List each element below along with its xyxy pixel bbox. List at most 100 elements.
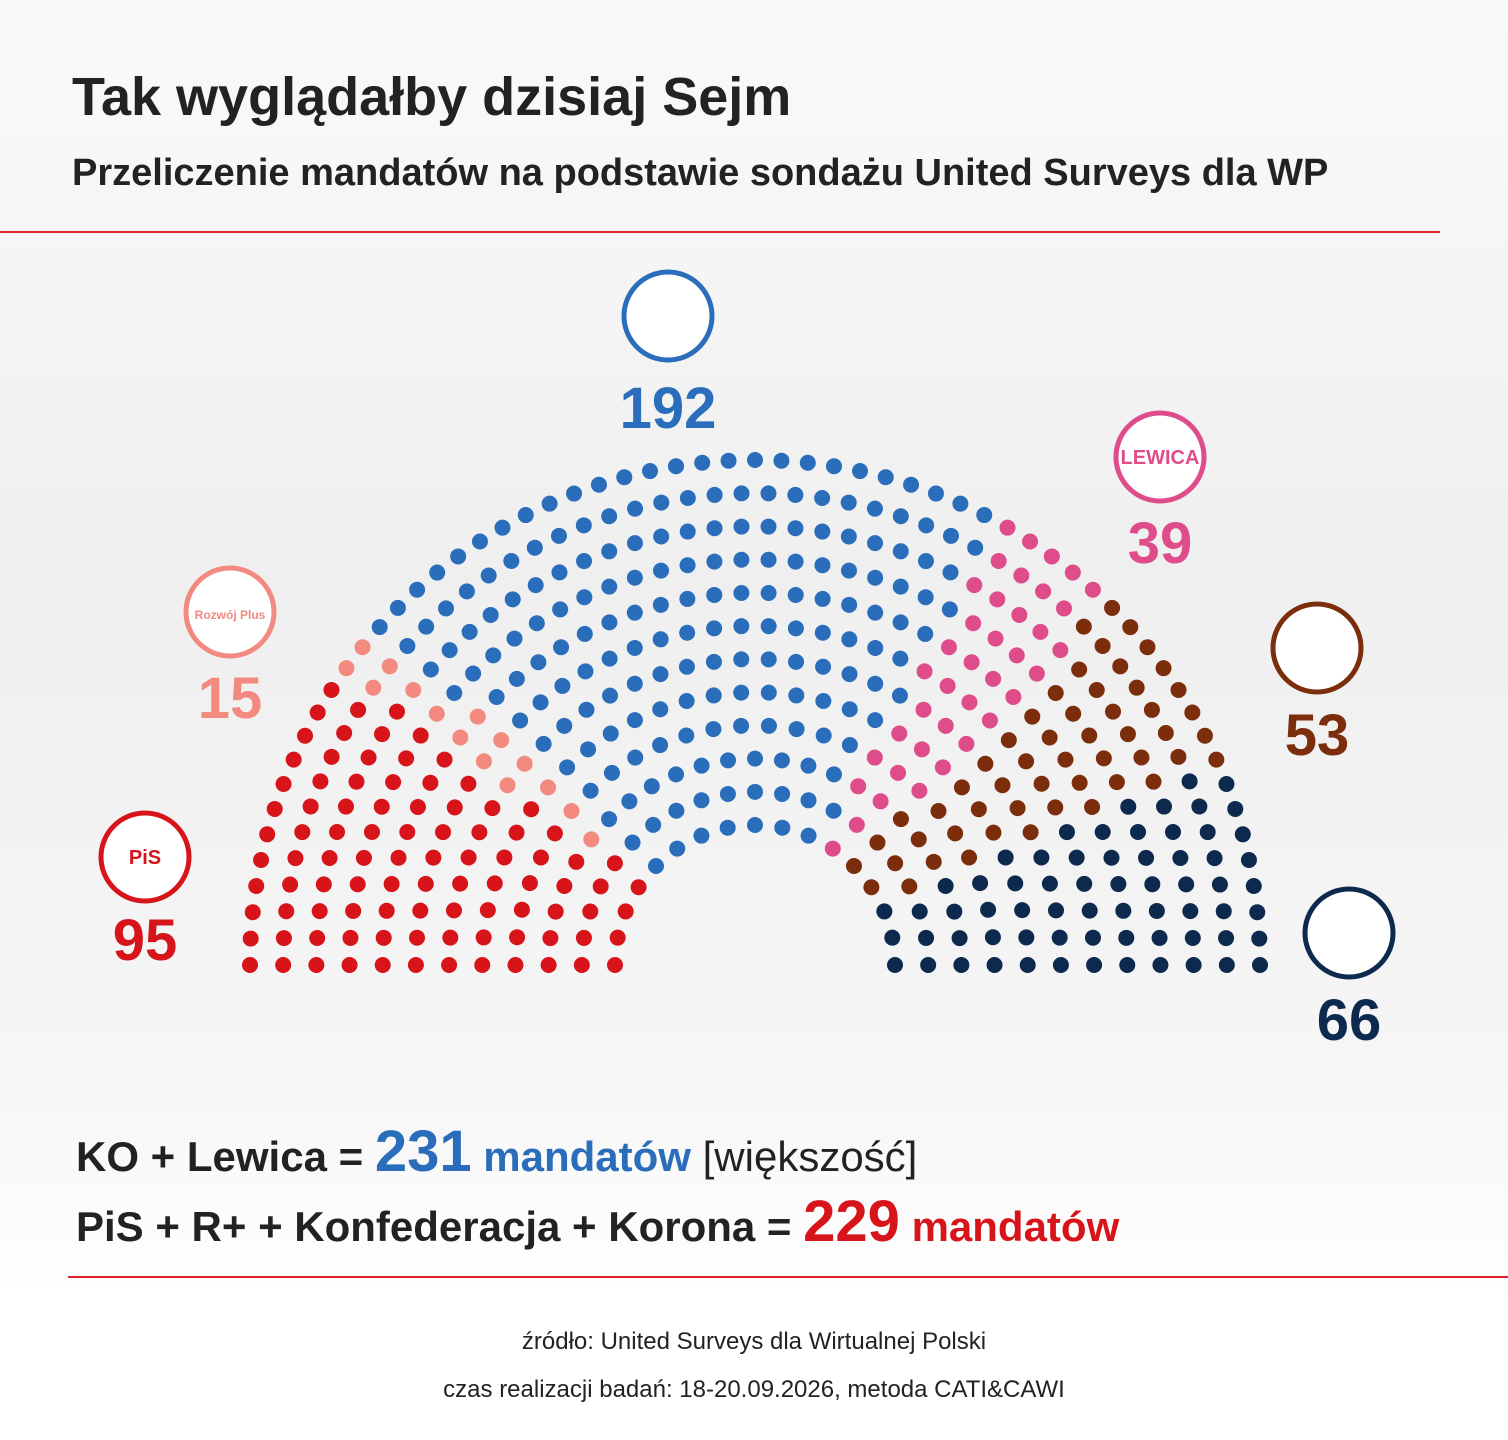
seat [648, 858, 665, 875]
seat [383, 876, 400, 893]
seat [1076, 875, 1093, 892]
seat [446, 685, 463, 702]
subtitle: Przeliczenie mandatów na podstawie sonda… [72, 152, 1329, 194]
seat [733, 551, 750, 568]
seat [1191, 798, 1208, 815]
seat [841, 596, 858, 613]
seat [911, 782, 928, 799]
seat [582, 903, 599, 920]
seat [887, 855, 904, 872]
seat [1119, 726, 1136, 743]
method: czas realizacji badań: 18-20.09.2026, me… [443, 1376, 1065, 1403]
seat [1155, 660, 1172, 677]
seat [840, 528, 857, 545]
seat [994, 777, 1011, 794]
seat [1022, 824, 1039, 841]
seat [1215, 903, 1232, 920]
seat [719, 785, 736, 802]
seat [616, 469, 633, 486]
seat [1184, 704, 1201, 721]
seat [425, 849, 442, 866]
seat [841, 631, 858, 648]
seat [429, 564, 446, 581]
seat [788, 653, 805, 670]
seat [1110, 876, 1127, 893]
seat [374, 957, 391, 973]
seat [532, 849, 549, 866]
seat [626, 712, 643, 729]
seat [940, 639, 957, 656]
seat [471, 533, 488, 550]
seat [409, 581, 426, 598]
seat-count: 39 [1128, 511, 1193, 576]
seat [1052, 642, 1069, 659]
seat [652, 701, 669, 718]
seat [733, 584, 750, 601]
seat [1071, 774, 1088, 791]
seat [814, 557, 831, 574]
seat [452, 729, 469, 746]
seat [643, 778, 660, 795]
seat [378, 902, 395, 919]
seat [1170, 748, 1187, 765]
seat [720, 752, 737, 769]
seat [814, 523, 831, 540]
seat [601, 543, 618, 560]
seat [760, 485, 777, 502]
seat [1148, 902, 1165, 919]
seat [471, 824, 488, 841]
seat [576, 625, 593, 642]
seat [1028, 665, 1045, 682]
source: źródło: United Surveys dla Wirtualnej Po… [521, 1328, 987, 1355]
seat [942, 564, 959, 581]
logo-text: PiS [129, 847, 161, 869]
seat [606, 855, 623, 872]
seat [890, 764, 907, 781]
seat [590, 476, 607, 493]
seat [760, 551, 777, 568]
seat [546, 825, 563, 842]
seat [484, 800, 501, 817]
seat [550, 527, 567, 544]
seat [349, 876, 366, 893]
seat [760, 651, 777, 668]
divider [0, 231, 1440, 233]
seat [513, 901, 530, 918]
seat [891, 725, 908, 742]
seat [760, 618, 777, 635]
summary-total: 229 [803, 1189, 900, 1254]
seat [825, 766, 842, 783]
seat [602, 687, 619, 704]
seat [1196, 727, 1213, 744]
seat [337, 798, 354, 815]
seat [1043, 548, 1060, 565]
seat [617, 903, 634, 920]
seat [474, 957, 491, 973]
seat [678, 692, 695, 709]
seat [1115, 902, 1132, 919]
seat [573, 957, 590, 973]
seat [814, 590, 831, 607]
seat [535, 735, 552, 752]
seat [845, 858, 862, 875]
seat [910, 831, 927, 848]
seat [1218, 776, 1235, 793]
seat [275, 776, 292, 793]
seat [953, 779, 970, 796]
seat [602, 725, 619, 742]
seat [869, 834, 886, 851]
summary-unit: mandatów [911, 1203, 1120, 1250]
seat [825, 802, 842, 819]
seat [506, 630, 523, 647]
party-logo [1113, 410, 1207, 504]
seat [1218, 957, 1235, 973]
seat [1008, 647, 1025, 664]
seat [984, 929, 1001, 946]
seat [1094, 637, 1111, 654]
seat [958, 735, 975, 752]
seat [630, 879, 647, 896]
seat [482, 606, 499, 623]
seat [315, 876, 332, 893]
seat [876, 903, 893, 920]
seat [496, 849, 513, 866]
